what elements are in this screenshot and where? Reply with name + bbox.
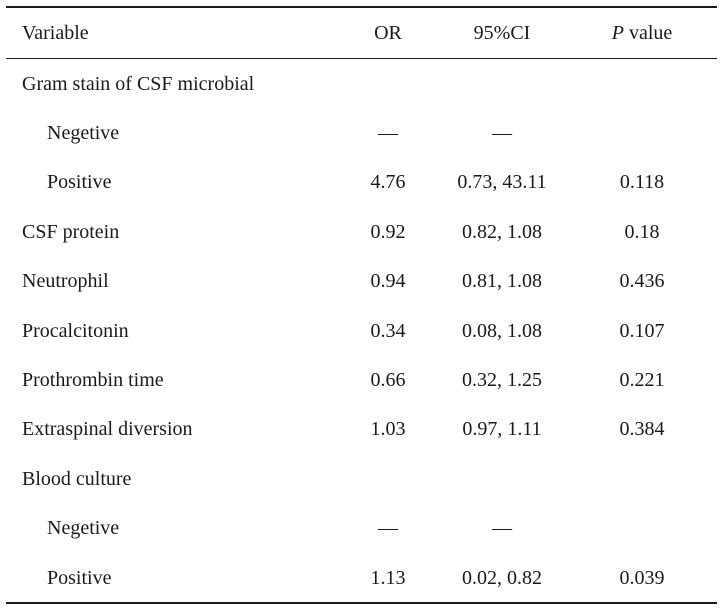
cell-or: 4.76 bbox=[370, 171, 406, 194]
cell-variable: Extraspinal diversion bbox=[22, 418, 193, 441]
header-p-letter: P bbox=[611, 22, 624, 44]
table-bottom-rule bbox=[6, 602, 717, 605]
header-p-word: value bbox=[623, 22, 673, 44]
table-top-rule bbox=[6, 6, 717, 8]
cell-p-value: 0.221 bbox=[619, 369, 665, 392]
table-body: Gram stain of CSF microbial Negetive — —… bbox=[6, 59, 717, 602]
cell-variable: Gram stain of CSF microbial bbox=[22, 72, 255, 95]
cell-variable: CSF protein bbox=[22, 220, 120, 243]
results-table: Variable OR 95%CI P value Gram stain of … bbox=[6, 6, 717, 605]
cell-ci: 0.02, 0.82 bbox=[462, 566, 542, 589]
cell-variable: Blood culture bbox=[22, 467, 132, 490]
table-row: Negetive — — bbox=[6, 504, 717, 553]
header-p-value: P value bbox=[612, 23, 673, 43]
cell-p-value: 0.107 bbox=[619, 319, 665, 342]
cell-ci: 0.97, 1.11 bbox=[462, 418, 542, 441]
table-row: Extraspinal diversion 1.03 0.97, 1.11 0.… bbox=[6, 405, 717, 454]
table-row: Neutrophil 0.94 0.81, 1.08 0.436 bbox=[6, 257, 717, 306]
cell-or: 1.03 bbox=[370, 418, 406, 441]
cell-or: — bbox=[378, 122, 398, 145]
cell-p-value: 0.384 bbox=[619, 418, 665, 441]
cell-variable: Negetive bbox=[47, 122, 120, 145]
cell-variable: Positive bbox=[47, 566, 112, 589]
header-variable: Variable bbox=[22, 22, 89, 44]
table-row: Prothrombin time 0.66 0.32, 1.25 0.221 bbox=[6, 355, 717, 404]
cell-p-value: 0.118 bbox=[619, 171, 665, 194]
cell-ci: — bbox=[492, 122, 512, 145]
table-row: Positive 4.76 0.73, 43.11 0.118 bbox=[6, 158, 717, 207]
cell-p-value: 0.039 bbox=[619, 566, 665, 589]
cell-or: — bbox=[378, 517, 398, 540]
cell-p-value: 0.436 bbox=[619, 270, 665, 293]
table-row: Negetive — — bbox=[6, 108, 717, 157]
cell-or: 0.34 bbox=[370, 319, 406, 342]
cell-ci: 0.08, 1.08 bbox=[462, 319, 542, 342]
header-ci: 95%CI bbox=[473, 22, 531, 44]
table-header-rule bbox=[6, 58, 717, 59]
cell-or: 1.13 bbox=[370, 566, 406, 589]
header-or: OR bbox=[374, 22, 402, 44]
cell-ci: 0.73, 43.11 bbox=[457, 171, 547, 194]
cell-ci: — bbox=[492, 517, 512, 540]
cell-variable: Neutrophil bbox=[22, 270, 109, 293]
cell-ci: 0.32, 1.25 bbox=[462, 369, 542, 392]
table-row: Positive 1.13 0.02, 0.82 0.039 bbox=[6, 553, 717, 602]
cell-variable: Positive bbox=[47, 171, 112, 194]
cell-ci: 0.82, 1.08 bbox=[462, 220, 542, 243]
cell-or: 0.94 bbox=[370, 270, 406, 293]
table-row: CSF protein 0.92 0.82, 1.08 0.18 bbox=[6, 207, 717, 256]
table-row: Procalcitonin 0.34 0.08, 1.08 0.107 bbox=[6, 306, 717, 355]
table-row: Blood culture bbox=[6, 454, 717, 503]
cell-ci: 0.81, 1.08 bbox=[462, 270, 542, 293]
cell-or: 0.92 bbox=[370, 220, 406, 243]
cell-p-value: 0.18 bbox=[624, 220, 660, 243]
cell-variable: Procalcitonin bbox=[22, 319, 129, 342]
cell-variable: Prothrombin time bbox=[22, 369, 164, 392]
cell-or: 0.66 bbox=[370, 369, 406, 392]
cell-variable: Negetive bbox=[47, 517, 120, 540]
table-row: Gram stain of CSF microbial bbox=[6, 59, 717, 108]
table-header-row: Variable OR 95%CI P value bbox=[6, 8, 717, 58]
